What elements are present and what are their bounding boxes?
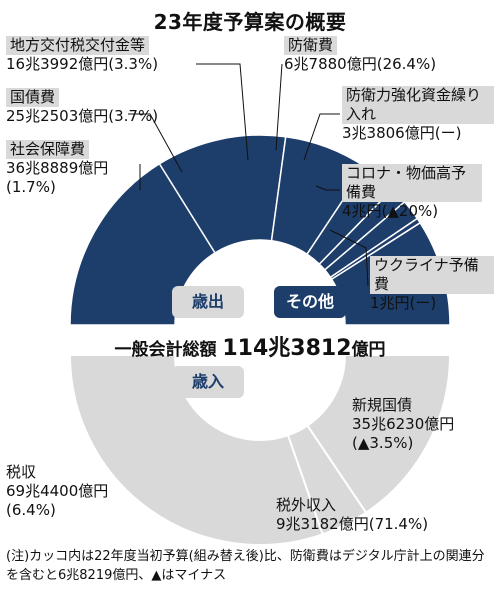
label-ukraine-reserve-value: 1兆円(ー): [370, 294, 437, 312]
label-debt-service: 国債費 25兆2503億円(3.7%): [6, 88, 158, 126]
label-social-security-change: (1.7%): [6, 178, 56, 196]
leader-line-0: [196, 63, 249, 161]
revenue-slices: [68, 354, 452, 546]
expenditure-badge: 歳出: [172, 286, 244, 318]
revenue-slice-2: [306, 354, 452, 515]
label-local-tax-grant-name: 地方交付税交付金等: [6, 36, 150, 55]
label-new-bonds-value: 35兆6230億円: [352, 415, 455, 433]
label-debt-service-name: 国債費: [6, 88, 60, 107]
label-covid-reserve-name: コロナ・物価高予備費: [342, 164, 482, 202]
label-ukraine-reserve: ウクライナ予備費 1兆円(ー): [370, 256, 494, 313]
leader-line-4: [303, 113, 340, 161]
label-new-bonds: 新規国債 35兆6230億円 (▲3.5%): [352, 396, 454, 453]
label-defense-fund: 防衛力強化資金繰り入れ 3兆3806億円(ー): [342, 86, 494, 143]
label-non-tax-revenue-name: 税外収入: [276, 496, 337, 514]
label-new-bonds-change: (▲3.5%): [352, 434, 414, 452]
leader-line-6: [329, 229, 369, 287]
leader-line-5: [315, 185, 340, 191]
chart-title: 23年度予算案の概要: [153, 10, 347, 34]
label-social-security-name: 社会保障費: [6, 140, 90, 159]
total-prefix: 一般会計総額: [114, 340, 217, 360]
footnote: (注)カッコ内は22年度当初予算(組み替え後)比、防衛費はデジタル庁計上の関連分…: [6, 549, 485, 583]
label-defense-fund-name: 防衛力強化資金繰り入れ: [342, 86, 494, 124]
leader-line-3: [275, 63, 283, 151]
label-tax-revenue-change: (6.4%): [6, 501, 56, 519]
label-new-bonds-name: 新規国債: [352, 396, 413, 414]
leader-line-1: [128, 113, 183, 173]
label-defense-value: 6兆7880億円(26.4%): [284, 55, 437, 73]
label-tax-revenue-value: 69兆4400億円: [6, 482, 109, 500]
label-social-security-value: 36兆8889億円: [6, 159, 109, 177]
total-value: 114兆3812: [222, 336, 352, 361]
label-non-tax-revenue: 税外収入 9兆3182億円(71.4%): [276, 496, 428, 534]
label-social-security: 社会保障費 36兆8889億円 (1.7%): [6, 140, 108, 197]
label-tax-revenue: 税収 69兆4400億円 (6.4%): [6, 463, 108, 520]
label-local-tax-grant: 地方交付税交付金等 16兆3992億円(3.3%): [6, 36, 158, 74]
total-amount: 一般会計総額 114兆3812億円: [0, 330, 500, 362]
label-defense-name: 防衛費: [284, 36, 338, 55]
label-ukraine-reserve-name: ウクライナ予備費: [370, 256, 494, 294]
label-non-tax-revenue-value: 9兆3182億円(71.4%): [276, 515, 429, 533]
label-covid-reserve-value: 4兆円(▲20%): [342, 202, 439, 220]
leader-lines: [128, 63, 369, 287]
revenue-slice-0: [68, 354, 324, 546]
label-defense-fund-value: 3兆3806億円(ー): [342, 124, 462, 142]
label-tax-revenue-name: 税収: [6, 463, 37, 481]
others-badge: その他: [274, 286, 346, 318]
total-unit: 億円: [351, 340, 386, 360]
revenue-badge: 歳入: [172, 366, 244, 398]
label-debt-service-value: 25兆2503億円(3.7%): [6, 107, 159, 125]
label-defense: 防衛費 6兆7880億円(26.4%): [284, 36, 436, 74]
label-covid-reserve: コロナ・物価高予備費 4兆円(▲20%): [342, 164, 482, 221]
label-local-tax-grant-value: 16兆3992億円(3.3%): [6, 55, 159, 73]
